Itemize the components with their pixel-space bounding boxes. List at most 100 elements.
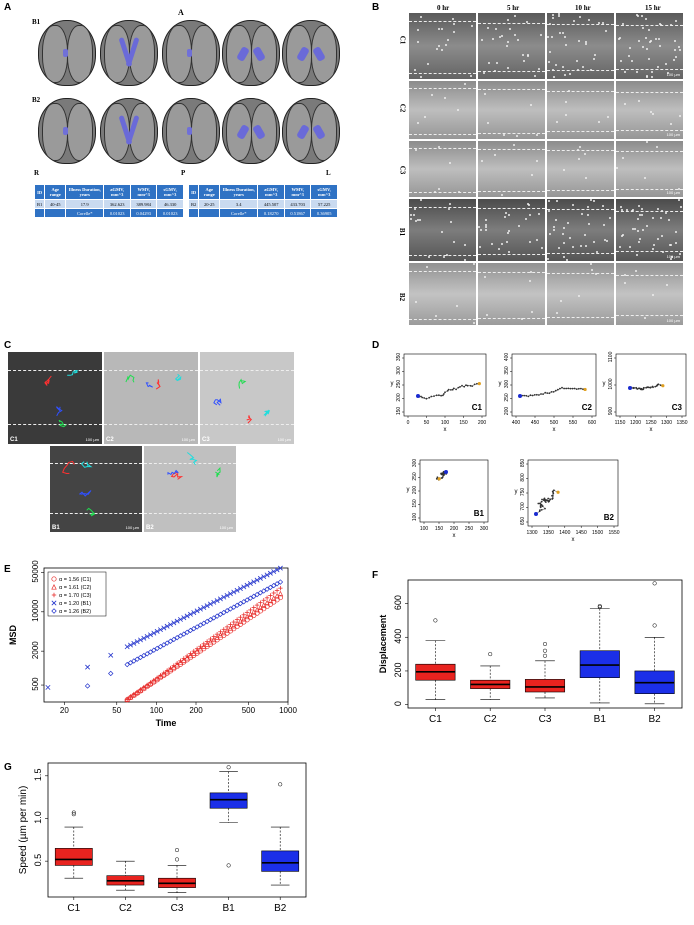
cell-speck <box>530 271 532 273</box>
cell-speck <box>585 245 587 247</box>
image-label: C2 <box>106 437 114 443</box>
wound-edge-line <box>616 189 683 190</box>
microscopy-cell: 100 µm <box>615 140 684 198</box>
y-axis-label: y <box>499 381 502 387</box>
data-point <box>144 651 150 657</box>
cell-speck <box>540 34 542 36</box>
cell-speck <box>565 114 567 116</box>
data-point <box>264 586 270 592</box>
cell-speck <box>679 49 681 51</box>
cell-speck <box>673 59 675 61</box>
cell-speck <box>506 241 508 243</box>
marker-stroke <box>168 622 173 628</box>
scale-bar-label: 100 µm <box>181 437 195 442</box>
plot-name: C2 <box>582 403 593 412</box>
x-axis-label: x <box>444 427 447 433</box>
wound-edge-line <box>478 149 545 150</box>
tracking-image: C1 100 µm <box>8 352 102 444</box>
th: aGMV, mm^3 <box>103 184 132 200</box>
th: sGMV, mm^3 <box>310 184 338 200</box>
wound-edge-line <box>409 134 476 135</box>
marker-stroke <box>161 625 167 631</box>
data-point <box>141 635 147 641</box>
data-point <box>128 694 133 700</box>
marker-stroke <box>204 603 210 609</box>
data-point <box>51 600 57 606</box>
trajectory-point <box>549 498 552 501</box>
cell-speck <box>492 38 494 40</box>
ventricle-highlight <box>63 49 68 57</box>
x-tick-label: C1 <box>67 903 80 914</box>
wound-edge-line <box>50 463 142 464</box>
cell-speck <box>419 219 421 221</box>
x-tick-label: 500 <box>550 420 559 426</box>
cell-speck <box>426 266 428 268</box>
data-point <box>224 608 230 614</box>
cell-speck <box>657 238 659 240</box>
trajectory-point <box>444 391 446 394</box>
marker-stroke <box>194 608 200 614</box>
trajectory-point <box>529 394 532 397</box>
data-point <box>204 639 210 644</box>
data-point <box>45 684 51 690</box>
cell-speck <box>420 76 422 78</box>
wound-edge-line <box>409 192 476 193</box>
time-label-1: 5 hr <box>507 4 520 12</box>
end-point <box>437 477 441 481</box>
cell-speck <box>624 71 626 73</box>
y-tick-label: 0.5 <box>33 854 43 867</box>
cell-speck <box>564 36 566 38</box>
cell-speck <box>556 121 558 123</box>
box-c2 <box>470 652 511 700</box>
data-point <box>271 582 277 589</box>
cell-speck <box>534 75 536 77</box>
x-tick-label: 200 <box>189 706 203 715</box>
x-tick-label: 50 <box>424 420 430 426</box>
trajectory-point <box>446 390 449 392</box>
y-tick-label: 400 <box>393 629 403 644</box>
cell-speck <box>620 206 622 208</box>
data-point <box>277 595 283 601</box>
trajectory-point <box>559 387 561 390</box>
data-point <box>244 610 250 615</box>
trajectory-point <box>545 499 548 502</box>
trajectory-point <box>567 387 570 390</box>
cell-speck <box>506 45 508 47</box>
trajectory-point <box>442 393 445 395</box>
image-label: B1 <box>52 525 60 531</box>
data-point <box>224 624 230 630</box>
wound-edge-line <box>200 424 294 425</box>
cell-track <box>86 507 96 517</box>
marker-stroke <box>141 635 147 641</box>
trajectory-point <box>551 497 554 499</box>
trajectory-point <box>461 384 463 387</box>
data-point <box>268 593 273 598</box>
cell-speck <box>568 90 570 92</box>
cell-speck <box>556 312 558 314</box>
td: 0.04293 <box>130 208 158 218</box>
wound-edge-line <box>144 463 236 464</box>
x-tick-label: 20 <box>60 706 69 715</box>
trajectory-point <box>537 502 540 505</box>
y-tick-label: 200 <box>504 407 510 416</box>
microscopy-cell <box>408 140 477 198</box>
trajectory-point <box>473 383 476 386</box>
cell-speck <box>595 273 597 275</box>
cell-speck <box>549 23 551 25</box>
cell-speck <box>679 115 681 117</box>
trajectory-point <box>433 395 435 397</box>
cell-speck <box>494 70 496 72</box>
cell-speck <box>602 205 604 207</box>
wound-edge-line <box>616 211 683 212</box>
cell-speck <box>548 61 550 63</box>
cell-speck <box>479 246 481 248</box>
wound-edge-line <box>104 370 198 371</box>
data-point <box>217 611 224 618</box>
marker-stroke <box>151 630 157 636</box>
cell-speck <box>531 311 533 313</box>
cell-speck <box>584 234 586 236</box>
cell-speck <box>485 219 487 221</box>
wound-edge-line <box>616 130 683 131</box>
cell-track <box>79 490 92 497</box>
data-point <box>151 647 157 653</box>
